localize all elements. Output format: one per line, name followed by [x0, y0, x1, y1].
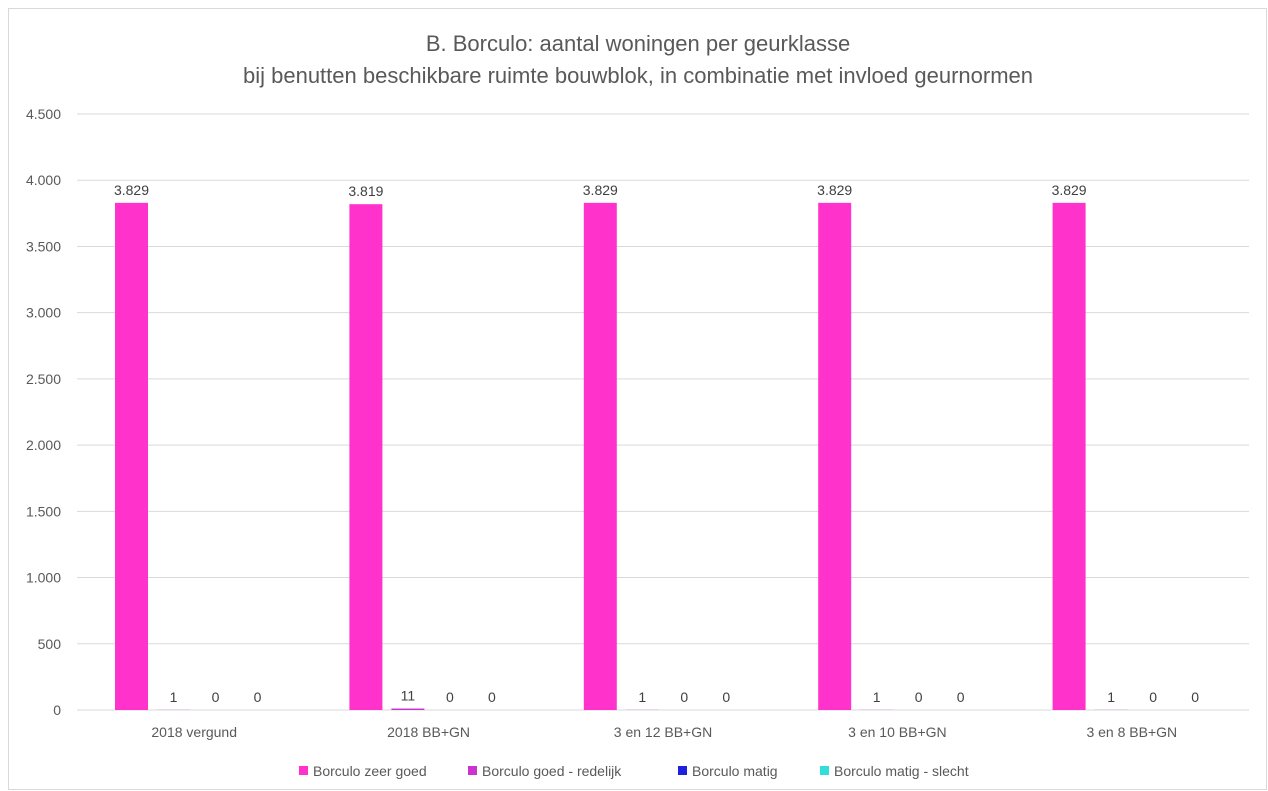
- chart-area: B. Borculo: aantal woningen per geurklas…: [8, 8, 1267, 790]
- data-label: 0: [680, 689, 688, 705]
- legend-label: Borculo goed - redelijk: [482, 763, 622, 779]
- bar: [349, 204, 383, 710]
- y-tick-label: 0: [53, 702, 61, 718]
- data-label: 0: [446, 689, 454, 705]
- gridlines: [77, 113, 1249, 711]
- data-labels: 3.829 1 0 0 3.819 11 0 0 3.829 1 0 0 3.829 1 0 0 3.829 1 0…: [114, 182, 1199, 705]
- data-label: 3.829: [583, 182, 618, 198]
- x-category-label: 3 en 12 BB+GN: [614, 724, 712, 740]
- data-label: 0: [488, 689, 496, 705]
- x-category-label: 2018 vergund: [151, 724, 237, 740]
- legend-swatch: [468, 766, 477, 775]
- bar: [583, 202, 617, 710]
- data-label: 1: [170, 689, 178, 705]
- data-label: 1: [1107, 689, 1115, 705]
- legend-swatch: [299, 766, 308, 775]
- x-category-label: 2018 BB+GN: [387, 724, 470, 740]
- data-label: 0: [254, 689, 262, 705]
- bar: [391, 708, 425, 710]
- legend-label: Borculo matig - slecht: [834, 763, 969, 779]
- y-tick-label: 500: [38, 636, 62, 652]
- bar: [115, 202, 148, 710]
- x-axis: 2018 vergund 2018 BB+GN 3 en 12 BB+GN 3 en …: [151, 724, 1177, 740]
- bar: [818, 202, 852, 710]
- legend-swatch: [678, 766, 687, 775]
- y-axis: 0 500 1.000 1.500 2.000 2.500 3.000 3.500 4.000 4…: [26, 106, 61, 718]
- y-tick-label: 3.000: [26, 305, 61, 321]
- data-label: 3.829: [1052, 182, 1087, 198]
- data-label: 3.819: [348, 183, 383, 199]
- y-tick-label: 4.500: [26, 106, 61, 122]
- data-label: 0: [212, 689, 220, 705]
- y-tick-label: 2.500: [26, 371, 61, 387]
- y-tick-label: 2.000: [26, 437, 61, 453]
- chart-subtitle: bij benutten beschikbare ruimte bouwblok…: [243, 63, 1033, 88]
- data-label: 0: [1191, 689, 1199, 705]
- data-label: 1: [638, 689, 646, 705]
- data-label: 0: [722, 689, 730, 705]
- bars: [115, 202, 1128, 710]
- data-label: 1: [873, 689, 881, 705]
- x-category-label: 3 en 10 BB+GN: [848, 724, 946, 740]
- legend-label: Borculo matig: [692, 763, 778, 779]
- legend-label: Borculo zeer goed: [313, 763, 427, 779]
- y-tick-label: 1.000: [26, 570, 61, 586]
- data-label: 0: [957, 689, 965, 705]
- bar: [1052, 202, 1086, 710]
- y-tick-label: 1.500: [26, 503, 61, 519]
- legend: Borculo zeer goed Borculo goed - redelijk…: [299, 763, 969, 779]
- y-tick-label: 4.000: [26, 172, 61, 188]
- y-tick-label: 3.500: [26, 238, 61, 254]
- bar-chart: B. Borculo: aantal woningen per geurklas…: [26, 31, 1249, 779]
- data-label: 0: [915, 689, 923, 705]
- data-label: 3.829: [817, 182, 852, 198]
- chart-title: B. Borculo: aantal woningen per geurklas…: [426, 31, 850, 56]
- data-label: 11: [401, 688, 416, 704]
- data-label: 3.829: [114, 182, 149, 198]
- legend-swatch: [820, 766, 829, 775]
- x-category-label: 3 en 8 BB+GN: [1086, 724, 1177, 740]
- data-label: 0: [1149, 689, 1157, 705]
